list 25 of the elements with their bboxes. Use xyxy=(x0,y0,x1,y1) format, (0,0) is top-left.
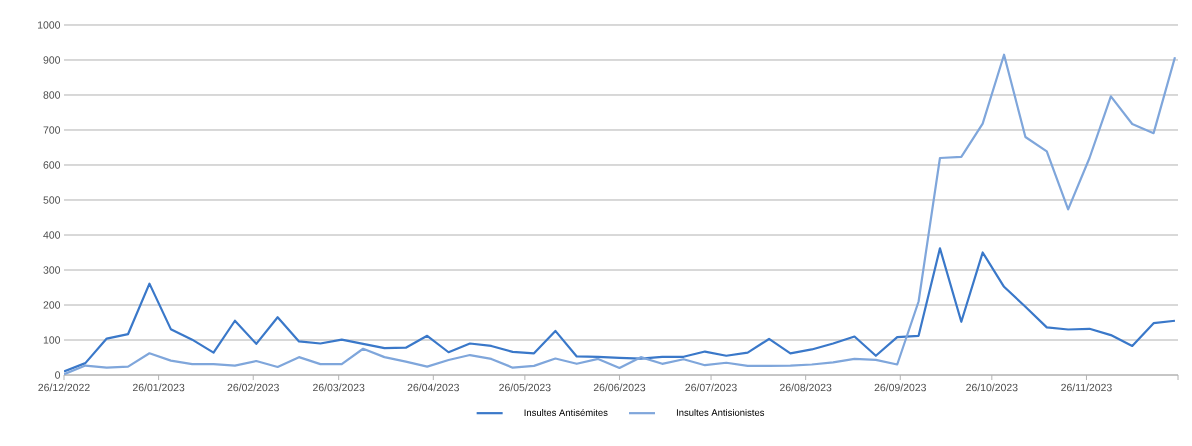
x-tick-label: 26/08/2023 xyxy=(780,383,832,392)
x-tick-label: 26/04/2023 xyxy=(407,383,460,392)
y-tick-label: 1000 xyxy=(38,21,61,29)
x-tick-label: 26/09/2023 xyxy=(874,383,926,392)
x-tick-label: 26/11/2023 xyxy=(1061,383,1112,392)
y-tick-label: 900 xyxy=(43,56,61,64)
legend-label: Insultes Antisémites xyxy=(524,408,608,416)
y-tick-label: 800 xyxy=(43,91,61,99)
x-tick-label: 26/10/2023 xyxy=(966,383,1018,392)
x-tick-label: 26/12/2022 xyxy=(38,383,90,392)
y-tick-label: 500 xyxy=(43,196,61,204)
x-tick-label: 26/06/2023 xyxy=(593,383,646,392)
y-tick-label: 700 xyxy=(43,126,61,134)
y-tick-label: 300 xyxy=(43,266,61,274)
y-tick-label: 100 xyxy=(43,336,61,344)
x-tick-label: 26/05/2023 xyxy=(499,383,551,392)
x-tick-label: 26/01/2023 xyxy=(132,383,185,392)
y-tick-label: 200 xyxy=(43,301,61,309)
legend-label: Insultes Antisionistes xyxy=(676,408,765,416)
x-tick-label: 26/07/2023 xyxy=(685,383,737,392)
y-tick-label: 600 xyxy=(43,161,61,169)
y-tick-label: 0 xyxy=(55,371,61,379)
x-tick-label: 26/02/2023 xyxy=(227,383,279,392)
x-tick-label: 26/03/2023 xyxy=(313,383,365,392)
y-tick-label: 400 xyxy=(43,231,61,239)
